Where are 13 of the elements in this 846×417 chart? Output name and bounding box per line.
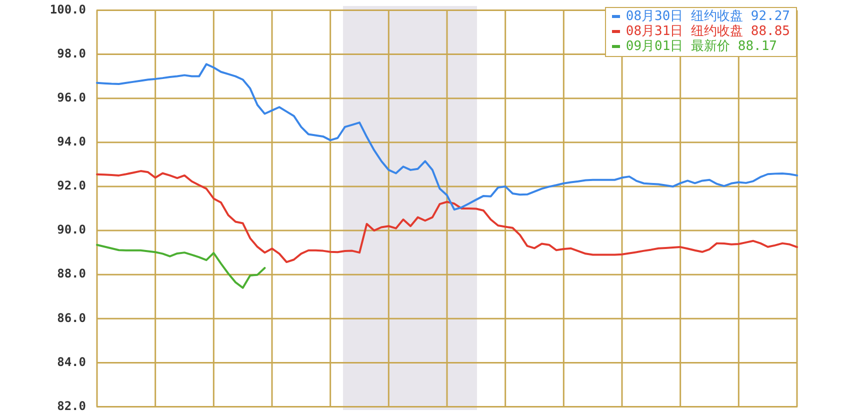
y-tick-label: 92.0: [57, 178, 86, 193]
y-tick-label: 86.0: [57, 310, 86, 325]
legend-label: 08月31日 纽约收盘 88.85: [626, 24, 790, 39]
y-tick-label: 88.0: [57, 266, 86, 281]
legend-label: 08月30日 纽约收盘 92.27: [626, 9, 790, 24]
legend-label: 09月01日 最新价 88.17: [626, 39, 777, 54]
y-tick-label: 84.0: [57, 354, 86, 369]
y-tick-label: 100.0: [50, 2, 86, 16]
y-tick-label: 82.0: [57, 398, 86, 413]
y-tick-label: 96.0: [57, 90, 86, 104]
y-tick-label: 98.0: [57, 46, 86, 60]
y-tick-label: 94.0: [57, 134, 86, 149]
y-tick-label: 90.0: [57, 222, 86, 237]
